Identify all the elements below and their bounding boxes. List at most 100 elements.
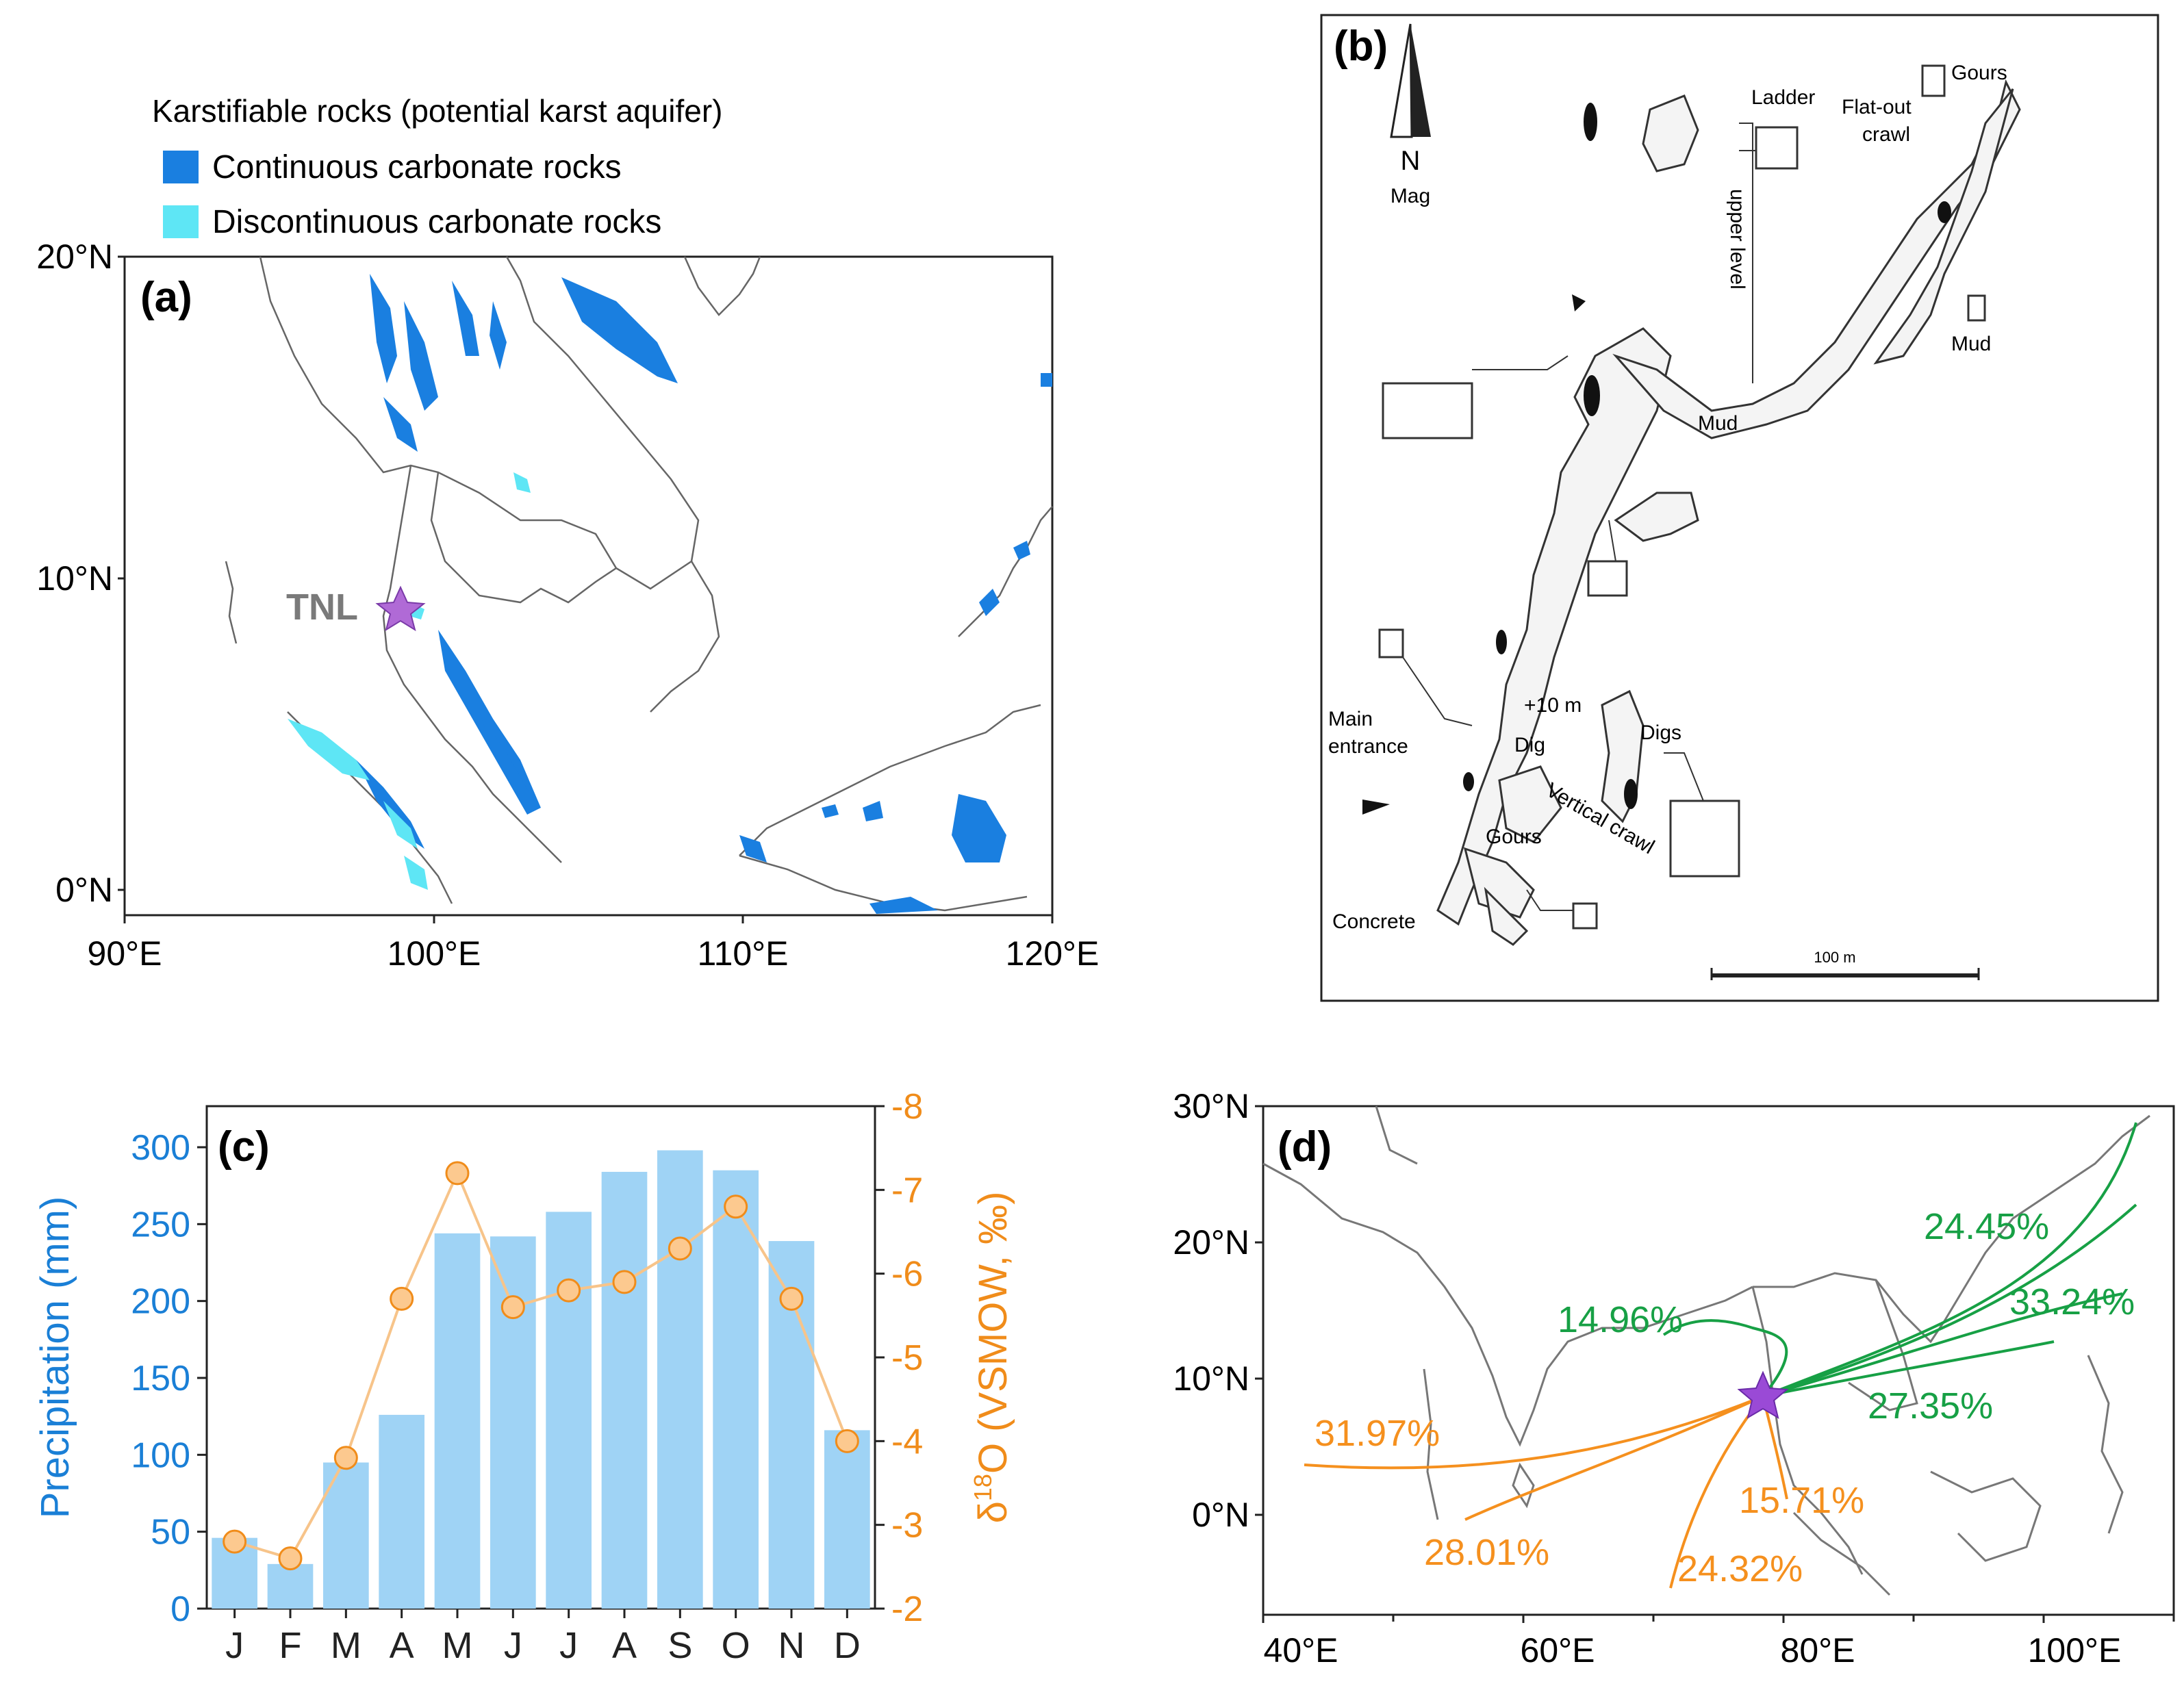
map-a-frame — [123, 255, 1054, 917]
left-tick-label: 250 — [131, 1205, 190, 1244]
chart-c-line — [223, 1161, 859, 1571]
right-tick-label: -2 — [891, 1589, 923, 1629]
cave-scale-bar — [1710, 968, 1980, 980]
panel-b-label: (b) — [1334, 23, 1388, 70]
cave-black-features — [1362, 103, 1951, 815]
cave-label-concrete: Concrete — [1332, 910, 1416, 933]
panel-a-label: (a) — [140, 274, 192, 321]
traj-label-green-1: 24.45% — [1924, 1206, 2049, 1247]
map-a-xtick-100e: 100°E — [388, 934, 481, 973]
legend-discontinuous-label: Discontinuous carbonate rocks — [212, 204, 661, 240]
map-d-ytick-20n: 20°N — [1173, 1223, 1249, 1262]
precip-bar — [434, 1233, 481, 1609]
precip-bar — [824, 1430, 870, 1609]
map-a-x-ticks — [123, 915, 1054, 923]
precip-bar — [601, 1171, 648, 1609]
cave-label-digs: Digs — [1640, 721, 1681, 744]
map-d-xtick-60e: 60°E — [1521, 1631, 1595, 1670]
d18o-point — [612, 1270, 637, 1294]
cave-label-ladder: Ladder — [1751, 86, 1815, 109]
left-tick-label: 150 — [131, 1359, 190, 1398]
chart-c-frame — [205, 1105, 876, 1610]
map-d-ytick-0n: 0°N — [1192, 1496, 1249, 1534]
cave-label-mud-center: Mud — [1698, 412, 1738, 435]
map-a-ytick-10n: 10°N — [36, 559, 113, 598]
mag-label: Mag — [1391, 185, 1430, 207]
x-tick-label: M — [331, 1625, 361, 1666]
panel-c-label: (c) — [218, 1123, 270, 1171]
d18o-point — [724, 1194, 748, 1219]
panel-b: (b) N Mag — [1320, 14, 2159, 1002]
x-tick-label: A — [612, 1625, 637, 1666]
d18o-point — [500, 1295, 525, 1320]
map-d-ytick-30n: 30°N — [1173, 1087, 1249, 1125]
left-tick-label: 50 — [151, 1513, 190, 1552]
site-star-d — [1737, 1370, 1789, 1420]
map-d-coastlines — [1262, 1105, 2150, 1596]
right-tick-label: -8 — [891, 1087, 923, 1127]
d18o-point — [445, 1161, 470, 1186]
d18o-point — [223, 1529, 247, 1554]
traj-label-orange-2: 15.71% — [1739, 1480, 1864, 1521]
north-label: N — [1401, 146, 1421, 176]
right-tick-label: -7 — [891, 1171, 923, 1210]
traj-label-orange-3: 28.01% — [1424, 1532, 1549, 1573]
precip-bar — [267, 1563, 314, 1609]
ylabel-right-sup: 18 — [969, 1474, 997, 1501]
cave-label-dig: Dig — [1514, 734, 1545, 756]
right-tick-label: -3 — [891, 1506, 923, 1546]
map-a-ytick-0n: 0°N — [55, 871, 113, 909]
x-tick-label: O — [722, 1625, 750, 1666]
legend-continuous-label: Continuous carbonate rocks — [212, 149, 622, 186]
d18o-point — [557, 1278, 581, 1303]
chart-c-ylabel-right: δ18O (VSMOW, ‰) — [969, 1192, 1015, 1524]
traj-label-green-4: 27.35% — [1868, 1385, 1993, 1427]
map-d-y-ticks — [1255, 1105, 1263, 1516]
cave-cross-sections — [1378, 64, 1986, 930]
map-d-ytick-10n: 10°N — [1173, 1359, 1249, 1398]
left-tick-label: 300 — [131, 1128, 190, 1168]
cave-label-plus10: +10 m — [1524, 694, 1582, 717]
cave-label-entrance: entrance — [1328, 735, 1408, 758]
panel-d: 24.45% 33.24% 14.96% 27.35% 31.97% 15.71… — [1173, 1087, 2175, 1670]
panel-d-label: (d) — [1278, 1123, 1332, 1171]
chart-c-ylabel-left: Precipitation (mm) — [33, 1197, 77, 1519]
map-a-xtick-120e: 120°E — [1006, 934, 1100, 973]
map-a-continuous-carbonate — [356, 274, 1052, 914]
x-tick-label: S — [668, 1625, 692, 1666]
x-tick-label: J — [559, 1625, 578, 1666]
map-d-frame — [1262, 1105, 2175, 1616]
map-a-xtick-90e: 90°E — [88, 934, 162, 973]
site-star-tnl — [375, 585, 426, 632]
d18o-point — [333, 1446, 358, 1470]
ylabel-right-prefix: δ — [971, 1501, 1015, 1523]
chart-c-bars — [212, 1150, 870, 1609]
x-tick-label: D — [834, 1625, 861, 1666]
map-d-x-ticks — [1262, 1615, 2175, 1623]
panel-a: Karstifiable rocks (potential karst aqui… — [36, 93, 1099, 973]
map-d-xtick-80e: 80°E — [1781, 1631, 1855, 1670]
x-tick-label: M — [442, 1625, 473, 1666]
left-tick-label: 100 — [131, 1435, 190, 1475]
cave-label-main: Main — [1328, 708, 1373, 730]
precip-bar — [657, 1150, 703, 1609]
precip-bar — [379, 1414, 425, 1609]
x-tick-label: J — [504, 1625, 522, 1666]
traj-label-green-3: 14.96% — [1558, 1299, 1683, 1340]
legend-title: Karstifiable rocks (potential karst aqui… — [152, 93, 722, 129]
legend-continuous-swatch — [163, 151, 199, 183]
d18o-point — [668, 1236, 692, 1261]
cave-label-flat-out: Flat-out — [1842, 96, 1912, 118]
d18o-line — [234, 1169, 849, 1560]
d18o-point — [278, 1546, 303, 1571]
right-tick-label: -5 — [891, 1338, 923, 1378]
map-d-green-trajectories — [1662, 1122, 2137, 1398]
map-a-xtick-110e: 110°E — [697, 934, 788, 973]
legend-discontinuous-swatch — [163, 205, 199, 238]
traj-label-orange-4: 24.32% — [1677, 1548, 1803, 1589]
ylabel-right-suffix: O (VSMOW, ‰) — [971, 1192, 1015, 1474]
traj-label-orange-1: 31.97% — [1315, 1413, 1440, 1454]
